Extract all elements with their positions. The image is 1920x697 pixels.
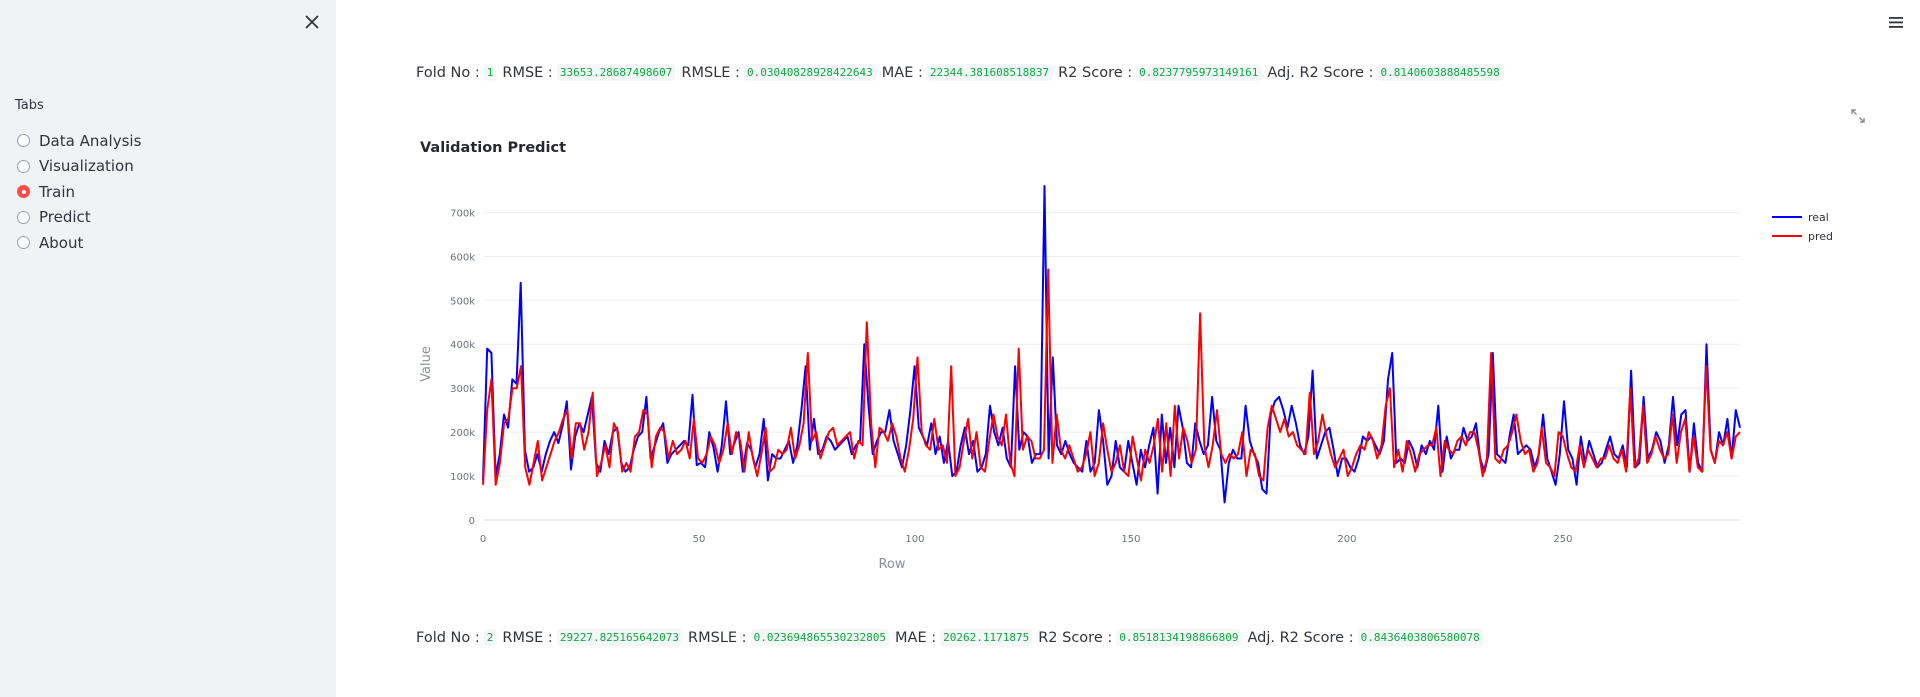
- radio-button[interactable]: [17, 159, 30, 173]
- fold-metrics-row: Fold No : 2 RMSE : 29227.825165642073 RM…: [416, 629, 1489, 646]
- radio-button[interactable]: [17, 134, 30, 148]
- tabs-radio-group: Data Analysis Visualization Train Predic…: [17, 128, 141, 256]
- r2-label: R2 Score :: [1038, 629, 1113, 646]
- radio-button[interactable]: [17, 210, 30, 224]
- adj-r2-label: Adj. R2 Score :: [1267, 64, 1374, 81]
- expand-icon: [1851, 109, 1865, 123]
- series-line-pred: [482, 268, 1741, 486]
- radio-item-visualization[interactable]: Visualization: [17, 154, 141, 180]
- radio-label: Visualization: [39, 157, 134, 176]
- axis-layer: 0 100k 200k 300k 400k 500k 600k 700k 0 50 100 150 20…: [450, 208, 1572, 545]
- r2-value: 0.8518134198866809: [1116, 629, 1242, 646]
- series-layer: [482, 185, 1741, 504]
- mae-value: 22344.381608518837: [926, 64, 1053, 81]
- rmsle-value: 0.023694865530232805: [750, 629, 890, 646]
- radio-item-data-analysis[interactable]: Data Analysis: [17, 128, 141, 154]
- y-tick-label: 400k: [450, 340, 475, 351]
- y-tick-label: 0: [469, 516, 475, 527]
- x-axis-label: Row: [878, 557, 905, 572]
- x-tick-label: 250: [1553, 534, 1572, 545]
- adj-r2-value: 0.8140603888485598: [1377, 64, 1503, 81]
- adj-r2-value: 0.8436403806580078: [1357, 629, 1483, 646]
- y-tick-label: 300k: [450, 384, 475, 395]
- sidebar: Tabs Data Analysis Visualization Train P…: [0, 0, 336, 697]
- mae-label: MAE :: [881, 64, 923, 81]
- mae-value: 20262.1171875: [940, 629, 1033, 646]
- x-tick-label: 150: [1121, 534, 1140, 545]
- x-tick-label: 50: [693, 534, 706, 545]
- radio-button[interactable]: [17, 236, 30, 250]
- close-sidebar-button[interactable]: [300, 10, 324, 34]
- fold-metrics-row: Fold No : 1 RMSE : 33653.28687498607 RMS…: [416, 64, 1509, 81]
- legend: real pred: [1772, 211, 1833, 243]
- series-line-real: [482, 185, 1741, 504]
- rmsle-value: 0.03040828928422643: [743, 64, 876, 81]
- mae-label: MAE :: [895, 629, 937, 646]
- fold-no-value: 1: [483, 64, 497, 81]
- r2-label: R2 Score :: [1058, 64, 1133, 81]
- x-tick-label: 100: [905, 534, 924, 545]
- rmse-label: RMSE :: [502, 64, 553, 81]
- legend-label-real[interactable]: real: [1808, 211, 1829, 224]
- radio-label: Predict: [39, 208, 91, 227]
- chart-svg: Validation Predict 0 100k 200k 300k 400k 500k…: [419, 140, 1833, 572]
- x-tick-label: 0: [480, 534, 486, 545]
- legend-label-pred[interactable]: pred: [1808, 230, 1833, 243]
- radio-item-train[interactable]: Train: [17, 179, 141, 205]
- tabs-label: Tabs: [15, 98, 44, 113]
- y-tick-label: 200k: [450, 428, 475, 439]
- rmsle-label: RMSLE :: [688, 629, 747, 646]
- fold-no-value: 2: [483, 629, 497, 646]
- radio-item-predict[interactable]: Predict: [17, 205, 141, 231]
- y-tick-label: 100k: [450, 472, 475, 483]
- rmse-value: 33653.28687498607: [556, 64, 676, 81]
- r2-value: 0.8237795973149161: [1136, 64, 1262, 81]
- radio-label: Train: [39, 182, 75, 201]
- fullscreen-button[interactable]: [1850, 108, 1866, 124]
- radio-label: Data Analysis: [39, 131, 142, 150]
- rmse-label: RMSE :: [502, 629, 553, 646]
- adj-r2-label: Adj. R2 Score :: [1247, 629, 1354, 646]
- fold-no-label: Fold No :: [416, 629, 480, 646]
- rmsle-label: RMSLE :: [681, 64, 740, 81]
- y-tick-label: 700k: [450, 208, 475, 219]
- radio-button-selected[interactable]: [17, 185, 30, 199]
- radio-label: About: [39, 233, 84, 252]
- close-icon: [305, 15, 319, 29]
- hamburger-menu-icon: [1889, 17, 1903, 28]
- rmse-value: 29227.825165642073: [556, 629, 683, 646]
- y-tick-label: 600k: [450, 252, 475, 263]
- validation-predict-chart: Validation Predict 0 100k 200k 300k 400k 500k…: [416, 132, 1876, 582]
- y-tick-label: 500k: [450, 296, 475, 307]
- radio-item-about[interactable]: About: [17, 230, 141, 256]
- y-axis-label: Value: [419, 346, 434, 382]
- main-menu-button[interactable]: [1884, 12, 1908, 32]
- fold-no-label: Fold No :: [416, 64, 480, 81]
- chart-title: Validation Predict: [420, 140, 566, 156]
- x-tick-label: 200: [1337, 534, 1356, 545]
